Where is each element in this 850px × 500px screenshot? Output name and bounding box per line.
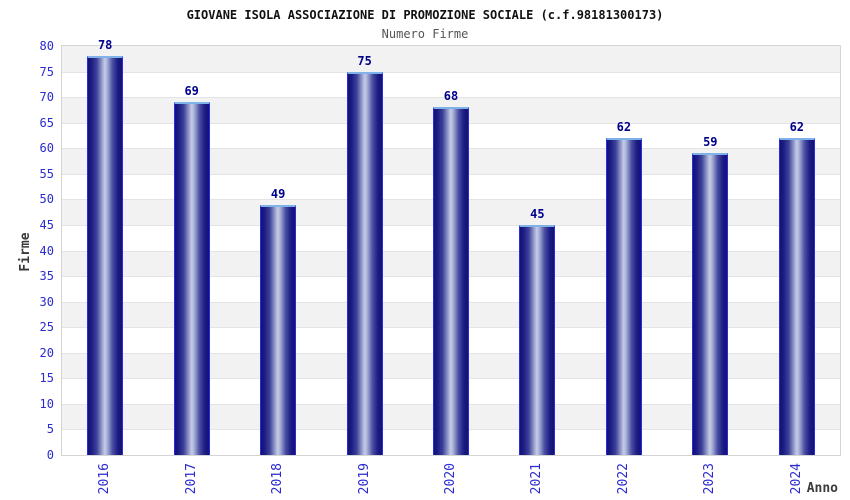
bar-2017 bbox=[173, 102, 210, 455]
bar-2024 bbox=[778, 138, 815, 455]
x-axis-tick-label: 2023 bbox=[702, 463, 718, 495]
y-axis-tick-label: 70 bbox=[39, 90, 54, 105]
x-axis-tick-label: 2024 bbox=[788, 463, 804, 495]
bar-value-label: 62 bbox=[789, 120, 805, 134]
y-axis-tick-label: 50 bbox=[39, 192, 54, 207]
y-axis-tick-label: 10 bbox=[39, 396, 54, 411]
grid-band bbox=[62, 46, 840, 72]
y-axis-tick-label: 15 bbox=[39, 371, 54, 386]
chart-plot-area: 78 69 49 75 68 45 62 59 62 bbox=[61, 38, 841, 456]
bar-value-label: 59 bbox=[703, 135, 718, 150]
chart-title: GIOVANE ISOLA ASSOCIAZIONE DI PROMOZIONE… bbox=[186, 8, 664, 22]
bar-value-label: 45 bbox=[530, 206, 545, 221]
x-axis-tick-label: 2019 bbox=[356, 463, 372, 495]
bar-2020 bbox=[433, 107, 469, 455]
chart-subtitle: Numero Firme bbox=[381, 27, 469, 41]
x-axis-tick-label: 2021 bbox=[529, 463, 545, 495]
y-axis-tick-label: 40 bbox=[39, 243, 54, 258]
x-axis-tick-label: 2020 bbox=[443, 463, 458, 495]
y-axis-tick-label: 55 bbox=[39, 166, 54, 181]
bar-2022 bbox=[605, 138, 642, 455]
y-axis-tick-label: 20 bbox=[39, 345, 54, 360]
y-axis-tick-label: 25 bbox=[39, 320, 54, 335]
y-axis-tick-label: 75 bbox=[39, 64, 54, 79]
y-axis-title: Firme bbox=[18, 232, 33, 272]
x-axis-tick-label: 2018 bbox=[270, 463, 286, 495]
y-axis-tick-label: 35 bbox=[39, 269, 54, 284]
y-axis-tick-label: 65 bbox=[39, 115, 54, 130]
x-axis-tick-label: 2017 bbox=[183, 463, 199, 495]
bar-2016 bbox=[87, 56, 124, 455]
x-axis-title: Anno bbox=[806, 481, 838, 496]
bar-2021 bbox=[519, 224, 556, 455]
y-axis-tick-label: 5 bbox=[46, 422, 54, 437]
bar-value-label: 78 bbox=[97, 38, 113, 53]
y-axis-tick-label: 60 bbox=[39, 141, 54, 156]
bar-2019 bbox=[346, 71, 383, 455]
bar-2023 bbox=[692, 153, 729, 455]
bar-value-label: 75 bbox=[357, 53, 372, 68]
x-axis-tick-label: 2022 bbox=[615, 463, 631, 495]
bar-value-label: 49 bbox=[270, 186, 286, 201]
bar-value-label: 68 bbox=[443, 89, 459, 104]
y-axis-tick-label: 30 bbox=[39, 294, 54, 309]
y-axis-tick-label: 45 bbox=[39, 217, 54, 232]
x-axis-tick-label: 2016 bbox=[97, 463, 113, 495]
bar-value-label: 62 bbox=[616, 120, 632, 134]
y-axis-tick-label: 0 bbox=[46, 448, 54, 462]
bar-2018 bbox=[260, 204, 297, 455]
grid-band bbox=[62, 71, 840, 98]
bar-value-label: 69 bbox=[184, 84, 199, 99]
y-axis-tick-label: 80 bbox=[39, 39, 54, 53]
